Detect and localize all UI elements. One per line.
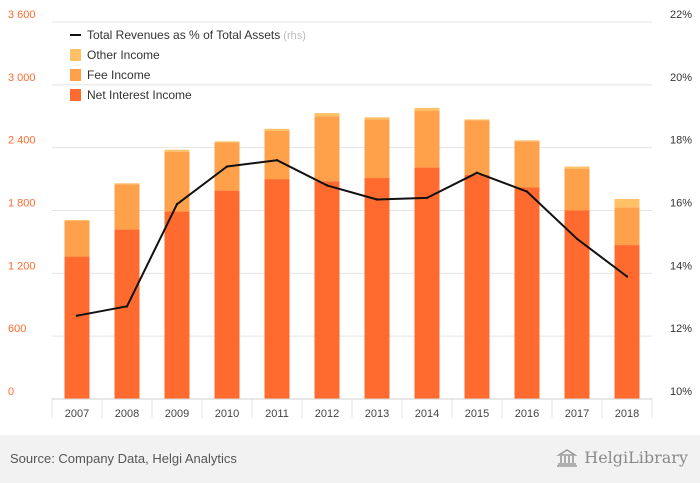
line-point	[425, 196, 429, 200]
y-left-tick-label: 3 000	[8, 72, 36, 84]
line-point	[475, 171, 479, 174]
legend-swatch	[70, 89, 81, 101]
line-total-revenues-pct-assets	[76, 159, 628, 317]
bar-net-interest-income	[164, 211, 190, 399]
bar-other-income	[314, 113, 340, 117]
x-tick-label: 2012	[315, 408, 339, 420]
bar-net-interest-income	[114, 229, 140, 399]
helgi-library-logo[interactable]: HelgiLibrary	[556, 448, 688, 467]
x-tick-label: 2016	[515, 408, 539, 420]
bar-net-interest-income	[564, 210, 590, 399]
y-right-tick-label: 10%	[670, 386, 692, 398]
line-point	[325, 184, 329, 187]
line-point	[625, 275, 629, 278]
y-right-tick-label: 20%	[670, 72, 692, 84]
bar-other-income	[364, 117, 390, 120]
bar-net-interest-income	[214, 190, 240, 399]
y-right-tick-label: 18%	[670, 135, 692, 147]
bar-fee-income	[314, 116, 340, 182]
bar-other-income	[264, 128, 290, 131]
bar-other-income	[164, 149, 190, 152]
line-point	[125, 305, 129, 308]
bar-fee-income	[614, 207, 640, 246]
bar-other-income	[214, 141, 240, 143]
y-left-tick-label: 1 200	[8, 260, 36, 272]
line-group	[75, 159, 629, 317]
x-tick-label: 2013	[365, 408, 389, 420]
logo-text: HelgiLibrary	[584, 448, 688, 467]
bar-net-interest-income	[314, 181, 340, 399]
x-tick-label: 2018	[615, 408, 639, 420]
x-tick-label: 2010	[215, 408, 239, 420]
bars-group	[64, 107, 640, 399]
legend-swatch	[70, 69, 81, 81]
source-note: Source: Company Data, Helgi Analytics	[10, 451, 237, 466]
x-tick-label: 2008	[115, 408, 139, 420]
bar-fee-income	[564, 168, 590, 211]
bar-fee-income	[514, 141, 540, 188]
bar-fee-income	[464, 120, 490, 175]
bar-fee-income	[164, 151, 190, 212]
y-left-tick-label: 2 400	[8, 135, 36, 147]
bar-net-interest-income	[64, 256, 90, 399]
bar-fee-income	[114, 184, 140, 230]
x-tick-label: 2015	[465, 408, 489, 420]
bar-other-income	[464, 119, 490, 121]
y-left-tick-label: 600	[8, 323, 26, 335]
line-point	[575, 237, 579, 240]
y-left-tick-label: 0	[8, 386, 14, 398]
line-point	[175, 203, 179, 206]
bar-net-interest-income	[514, 187, 540, 399]
line-point	[375, 198, 379, 201]
y-right-tick-label: 14%	[670, 260, 692, 272]
bar-fee-income	[364, 119, 390, 179]
x-tick-label: 2011	[265, 408, 289, 420]
x-tick-label: 2017	[565, 408, 589, 420]
bar-net-interest-income	[264, 179, 290, 399]
bar-other-income	[64, 219, 90, 221]
x-tick-label: 2007	[65, 408, 89, 420]
bar-fee-income	[264, 130, 290, 180]
bar-other-income	[114, 183, 140, 185]
y-left-tick-label: 3 600	[8, 9, 36, 21]
line-point	[275, 159, 279, 162]
bar-other-income	[614, 198, 640, 208]
bar-other-income	[514, 140, 540, 142]
legend-label: Other Income	[87, 48, 160, 62]
x-tick-label: 2014	[415, 408, 439, 420]
y-right-tick-label: 12%	[670, 323, 692, 335]
bar-fee-income	[414, 111, 440, 168]
grid-lines	[51, 21, 653, 418]
legend-suffix: (rhs)	[280, 30, 306, 42]
legend-label: Net Interest Income	[87, 88, 192, 102]
bar-net-interest-income	[414, 167, 440, 399]
bar-other-income	[414, 107, 440, 112]
line-point	[225, 165, 229, 168]
bar-net-interest-income	[364, 178, 390, 399]
line-point	[75, 314, 79, 317]
legend: Total Revenues as % of Total Assets (rhs…	[70, 28, 306, 102]
bar-net-interest-income	[614, 245, 640, 399]
y-right-tick-label: 16%	[670, 198, 692, 210]
y-right-tick-label: 22%	[670, 9, 692, 21]
chart-canvas: 0 600 1 200 1 800 2 400 3 000 3 600 10% 12% 14% 16…	[8, 9, 692, 420]
bar-fee-income	[64, 220, 90, 257]
library-building-icon	[556, 448, 578, 467]
legend-label: Fee Income	[87, 68, 151, 82]
bar-other-income	[564, 166, 590, 169]
bar-net-interest-income	[464, 174, 490, 399]
y-left-tick-label: 1 800	[8, 198, 36, 210]
x-tick-label: 2009	[165, 408, 189, 420]
footer: Source: Company Data, Helgi Analytics He…	[0, 435, 700, 483]
line-point	[525, 190, 529, 193]
legend-label: Total Revenues as % of Total Assets (rhs…	[87, 28, 306, 42]
axes-group: 0 600 1 200 1 800 2 400 3 000 3 600 10% 12% 14% 16…	[8, 9, 692, 420]
legend-swatch	[70, 49, 81, 61]
